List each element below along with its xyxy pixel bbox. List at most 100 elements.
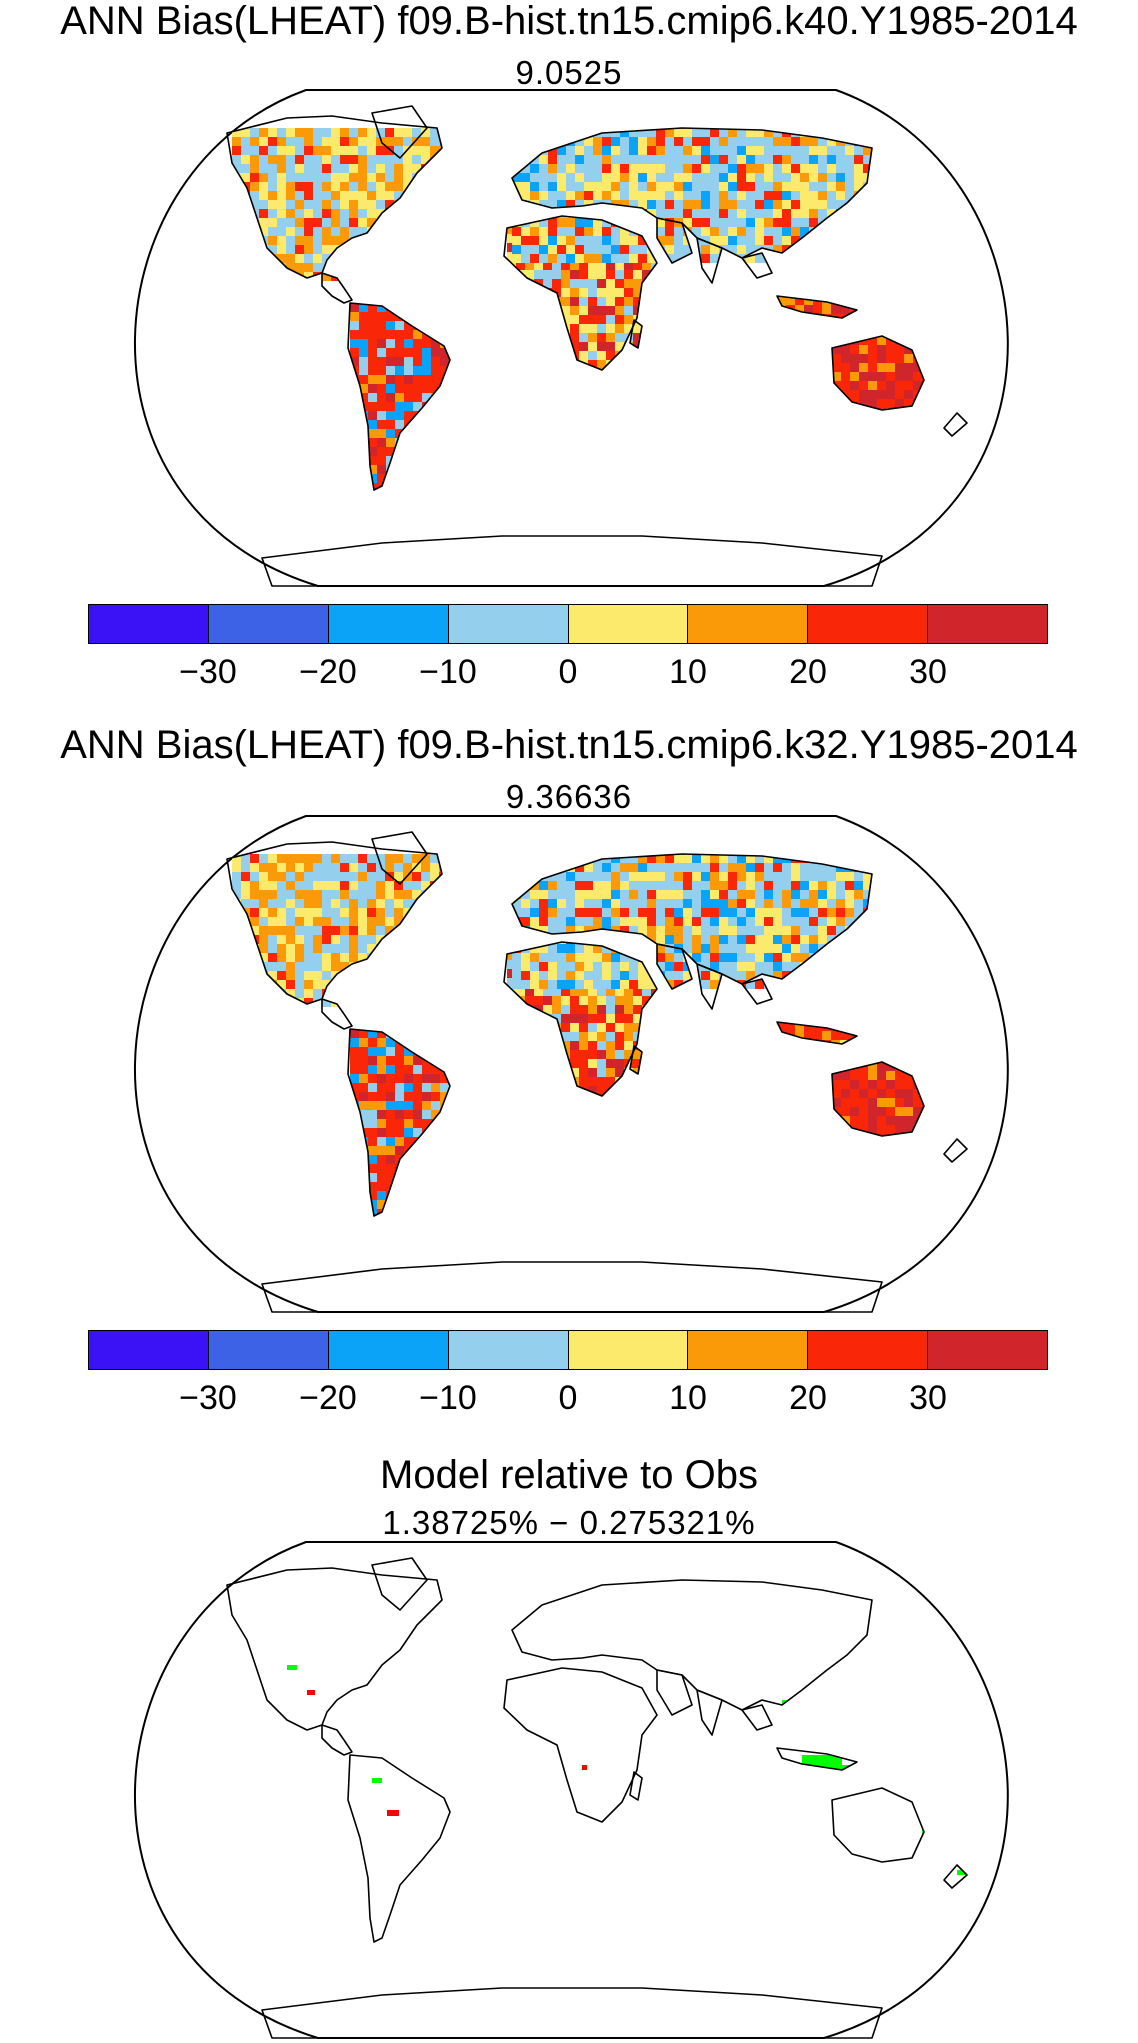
bias-cell	[349, 872, 358, 881]
bias-cell	[755, 254, 764, 263]
bias-cell	[377, 366, 386, 375]
bias-cell	[800, 191, 809, 200]
bias-cell	[259, 899, 268, 908]
bias-cell	[620, 200, 629, 209]
bias-cell	[588, 288, 597, 297]
bias-cell	[539, 236, 548, 245]
bias-cell	[561, 1014, 570, 1023]
bias-cell	[737, 935, 746, 944]
bias-cell	[597, 315, 606, 324]
bias-cell	[575, 872, 584, 881]
bias-cell	[764, 917, 773, 926]
bias-cell	[340, 173, 349, 182]
bias-cell	[836, 872, 845, 881]
bias-cell	[656, 128, 665, 137]
bias-cell	[584, 227, 593, 236]
bias-cell	[566, 191, 575, 200]
bias-cell	[521, 254, 530, 263]
bias-cell	[895, 390, 904, 399]
bias-cell	[710, 245, 719, 254]
bias-cell	[358, 146, 367, 155]
bias-cell	[746, 863, 755, 872]
bias-cell	[349, 164, 358, 173]
bias-cell	[521, 182, 530, 191]
bias-cell	[638, 881, 647, 890]
bias-cell	[719, 191, 728, 200]
bias-cell	[422, 1092, 431, 1101]
bias-cell	[277, 245, 286, 254]
bias-cell	[377, 384, 386, 393]
bias-cell	[575, 182, 584, 191]
bias-cell	[584, 899, 593, 908]
bias-cell	[656, 137, 665, 146]
bias-cell	[241, 173, 250, 182]
bias-cell	[606, 1068, 615, 1077]
bias-cell	[566, 953, 575, 962]
bias-cell	[593, 218, 602, 227]
bias-cell	[782, 218, 791, 227]
bias-cell	[539, 200, 548, 209]
bias-cell	[331, 209, 340, 218]
bias-cell	[827, 137, 836, 146]
bias-cell	[728, 137, 737, 146]
bias-cell	[813, 305, 822, 314]
bias-cell	[615, 1068, 624, 1077]
bias-cell	[611, 890, 620, 899]
bias-cell	[584, 164, 593, 173]
bias-cell	[394, 146, 403, 155]
diff-cell	[372, 1778, 382, 1783]
bias-cell	[385, 173, 394, 182]
bias-cell	[566, 245, 575, 254]
bias-cell	[377, 1182, 386, 1191]
bias-cell	[521, 890, 530, 899]
bias-cell	[286, 935, 295, 944]
bias-cell	[840, 305, 849, 314]
bias-cell	[340, 164, 349, 173]
bias-cell	[746, 209, 755, 218]
bias-cell	[376, 200, 385, 209]
coastline-seasia	[741, 252, 773, 279]
bias-cell	[566, 200, 575, 209]
bias-cell	[597, 342, 606, 351]
bias-cell	[868, 399, 877, 408]
bias-cell	[674, 863, 683, 872]
bias-cell	[286, 182, 295, 191]
bias-cell	[755, 854, 764, 863]
bias-cell	[358, 926, 367, 935]
coastline-madagascar	[629, 319, 643, 349]
bias-cell	[359, 1056, 368, 1065]
bias-cell	[836, 908, 845, 917]
bias-cell	[602, 872, 611, 881]
bias-cell	[367, 137, 376, 146]
bias-cell	[710, 953, 719, 962]
bias-cell	[259, 191, 268, 200]
bias-cell	[530, 962, 539, 971]
bias-cell	[868, 372, 877, 381]
bias-cell	[831, 1031, 840, 1040]
bias-cell	[322, 917, 331, 926]
bias-cell	[719, 935, 728, 944]
bias-cell	[561, 996, 570, 1005]
bias-cell	[913, 1089, 922, 1098]
bias-cell	[268, 971, 277, 980]
bias-cell	[755, 218, 764, 227]
coastline-samerica	[347, 1028, 451, 1217]
bias-cell	[304, 890, 313, 899]
bias-cell	[313, 881, 322, 890]
bias-cell	[615, 996, 624, 1005]
bias-cell	[904, 1116, 913, 1125]
bias-cell	[412, 881, 421, 890]
bias-cell	[588, 270, 597, 279]
bias-cell	[701, 227, 710, 236]
bias-cell	[602, 155, 611, 164]
bias-cell	[403, 128, 412, 137]
bias-cell	[863, 164, 872, 173]
bias-cell	[575, 881, 584, 890]
bias-cell	[340, 191, 349, 200]
bias-cell	[588, 279, 597, 288]
bias-cell	[818, 146, 827, 155]
bias-cell	[359, 339, 368, 348]
bias-cell	[584, 971, 593, 980]
bias-cell	[386, 420, 395, 429]
bias-cell	[295, 164, 304, 173]
